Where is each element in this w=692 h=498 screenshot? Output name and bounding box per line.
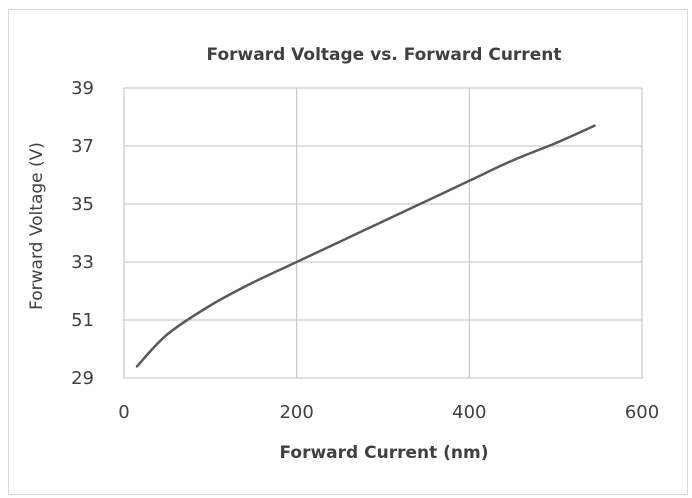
series-line: [135, 124, 596, 368]
series-group: [135, 124, 596, 368]
y-tick-label: 35: [71, 194, 94, 215]
y-gridlines: [124, 145, 642, 321]
y-tick-label: 39: [71, 78, 94, 99]
y-tick-label: 29: [71, 368, 94, 389]
x-tick-label: 0: [118, 402, 129, 423]
chart-frame: [8, 9, 688, 495]
x-tick-label: 400: [452, 402, 486, 423]
y-tick-label: 51: [71, 310, 94, 331]
x-tick-label: 600: [625, 402, 659, 423]
x-axis-title: Forward Current (nm): [279, 443, 488, 463]
x-tick-label: 200: [279, 402, 313, 423]
y-tick-labels: 29 51 33 35 37 39: [71, 78, 94, 389]
y-axis-title: Forward Voltage (V): [27, 142, 47, 310]
y-tick-label: 33: [71, 252, 94, 273]
x-gridlines: [296, 88, 470, 378]
y-tick-label: 37: [71, 136, 94, 157]
x-tick-labels: 0 200 400 600: [118, 402, 659, 423]
plot-area-border: [123, 87, 643, 379]
chart-title: Forward Voltage vs. Forward Current: [207, 45, 562, 65]
